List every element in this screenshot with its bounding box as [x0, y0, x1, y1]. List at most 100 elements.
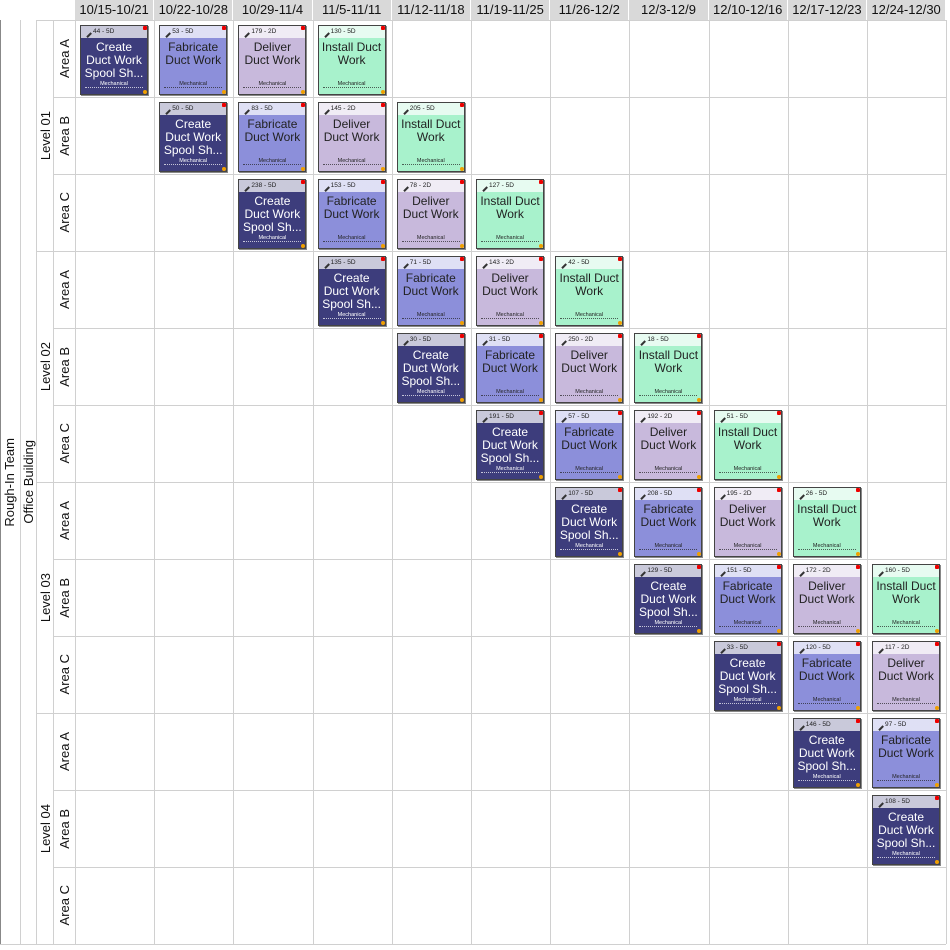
card-trade: Mechanical: [575, 312, 604, 318]
column-header: 11/26-12/2: [550, 0, 630, 20]
card-stripe: [322, 241, 381, 244]
progress-dot: [776, 706, 781, 710]
card-stripe: [481, 395, 539, 398]
progress-dot: [776, 475, 781, 479]
task-card[interactable]: 191 - 5D Create Duct Work Spool Sh... Mech…: [476, 410, 544, 480]
task-card[interactable]: 42 - 5D Install Duct Work Mechanical: [555, 256, 624, 326]
status-dot: [380, 26, 385, 30]
card-title: Deliver Duct Work: [798, 579, 855, 606]
progress-dot: [618, 552, 623, 556]
card-stripe: [639, 395, 698, 398]
card-header: 127 - 5D: [477, 180, 543, 192]
card-trade: Mechanical: [337, 81, 366, 87]
card-title: Install Duct Work: [638, 348, 699, 375]
task-card[interactable]: 151 - 5D Fabricate Duct Work Mechanical: [713, 564, 782, 634]
task-card[interactable]: 135 - 5D Create Duct Work Spool Sh... Mech…: [317, 256, 386, 326]
card-stripe: [322, 318, 381, 321]
card-title: Install Duct Work: [321, 40, 382, 67]
progress-dot: [380, 244, 385, 248]
card-header: 33 - 5D: [715, 642, 781, 654]
card-header: 153 - 5D: [319, 180, 385, 192]
task-card[interactable]: 97 - 5D Fabricate Duct Work Mechanical: [872, 718, 940, 788]
task-card[interactable]: 250 - 2D Deliver Duct Work Mechanical: [555, 333, 624, 403]
status-dot: [935, 565, 939, 569]
card-title: Install Duct Work: [559, 271, 619, 298]
task-card[interactable]: 130 - 5D Install Duct Work Mechanical: [317, 25, 386, 95]
card-stripe: [877, 626, 935, 629]
task-card[interactable]: 145 - 2D Deliver Duct Work Mechanical: [317, 102, 386, 172]
left-border: [53, 20, 54, 944]
card-trade: Mechanical: [733, 697, 762, 703]
card-trade: Mechanical: [654, 466, 683, 472]
status-dot: [697, 334, 702, 338]
task-card[interactable]: 143 - 2D Deliver Duct Work Mechanical: [476, 256, 544, 326]
task-card[interactable]: 108 - 5D Create Duct Work Spool Sh... Mech…: [872, 795, 940, 865]
card-trade: Mechanical: [733, 620, 762, 626]
status-dot: [855, 642, 860, 646]
task-card[interactable]: 57 - 5D Fabricate Duct Work Mechanical: [555, 410, 624, 480]
progress-dot: [143, 90, 147, 94]
area-label-text: Area C: [57, 192, 72, 233]
card-header: 44 - 5D: [81, 26, 147, 38]
task-card[interactable]: 160 - 5D Install Duct Work Mechanical: [872, 564, 940, 634]
task-card[interactable]: 117 - 2D Deliver Duct Work Mechanical: [872, 641, 940, 711]
task-card[interactable]: 44 - 5D Create Duct Work Spool Sh... Mecha…: [80, 25, 148, 95]
card-header: 192 - 2D: [635, 411, 702, 423]
task-card[interactable]: 172 - 2D Deliver Duct Work Mechanical: [792, 564, 861, 634]
task-card[interactable]: 205 - 5D Install Duct Work Mechanical: [396, 102, 465, 172]
task-card[interactable]: 71 - 5D Fabricate Duct Work Mechanical: [396, 256, 465, 326]
task-card[interactable]: 51 - 5D Install Duct Work Mechanical: [713, 410, 782, 480]
task-card[interactable]: 195 - 2D Deliver Duct Work Mechanical: [713, 487, 782, 557]
card-title: Fabricate Duct Work: [640, 502, 697, 529]
card-title: Create Duct Work Spool Sh...: [559, 502, 619, 542]
area-label-text: Area B: [57, 115, 72, 156]
card-header: 250 - 2D: [556, 334, 623, 346]
column-header: 10/15-10/21: [75, 0, 155, 20]
card-stripe: [164, 164, 223, 167]
card-title: Deliver Duct Work: [482, 271, 538, 298]
task-card[interactable]: 31 - 5D Fabricate Duct Work Mechanical: [476, 333, 544, 403]
area-label: Area C: [54, 174, 75, 251]
task-card[interactable]: 30 - 5D Create Duct Work Spool Sh... Mecha…: [396, 333, 465, 403]
card-header: 146 - 5D: [794, 719, 860, 731]
task-card[interactable]: 26 - 5D Install Duct Work Mechanical: [792, 487, 861, 557]
card-trade: Mechanical: [496, 235, 524, 241]
card-header: 172 - 2D: [794, 565, 860, 577]
grid-hline: [53, 174, 947, 175]
area-label: Area B: [54, 328, 75, 405]
status-dot: [459, 103, 464, 107]
task-card[interactable]: 50 - 5D Create Duct Work Spool Sh... Mecha…: [159, 102, 228, 172]
task-card[interactable]: 107 - 5D Create Duct Work Spool Sh... Mech…: [555, 487, 624, 557]
card-trade: Mechanical: [179, 81, 208, 87]
card-stripe: [877, 703, 935, 706]
task-card[interactable]: 179 - 2D Deliver Duct Work Mechanical: [238, 25, 307, 95]
card-header: 205 - 5D: [398, 103, 464, 115]
task-card[interactable]: 33 - 5D Create Duct Work Spool Sh... Mecha…: [713, 641, 782, 711]
task-card[interactable]: 208 - 5D Fabricate Duct Work Mechanical: [634, 487, 703, 557]
task-card[interactable]: 153 - 5D Fabricate Duct Work Mechanical: [317, 179, 386, 249]
card-title: Create Duct Work Spool Sh...: [163, 117, 223, 157]
card-trade: Mechanical: [258, 158, 287, 164]
grid-hline: [53, 20, 947, 21]
progress-dot: [459, 321, 464, 325]
task-card[interactable]: 53 - 5D Fabricate Duct Work Mechanical: [159, 25, 228, 95]
card-header: 151 - 5D: [715, 565, 781, 577]
task-card[interactable]: 127 - 5D Install Duct Work Mechanical: [476, 179, 544, 249]
task-card[interactable]: 146 - 5D Create Duct Work Spool Sh... Mech…: [792, 718, 861, 788]
task-card[interactable]: 83 - 5D Fabricate Duct Work Mechanical: [238, 102, 307, 172]
task-card[interactable]: 238 - 5D Create Duct Work Spool Sh... Mech…: [238, 179, 307, 249]
grid-hline: [0, 944, 947, 945]
level-divider: [36, 713, 53, 714]
card-trade: Mechanical: [416, 312, 445, 318]
task-card[interactable]: 129 - 5D Create Duct Work Spool Sh... Mech…: [634, 564, 703, 634]
card-header: 129 - 5D: [635, 565, 702, 577]
task-card[interactable]: 192 - 2D Deliver Duct Work Mechanical: [634, 410, 703, 480]
task-card[interactable]: 18 - 5D Install Duct Work Mechanical: [634, 333, 703, 403]
card-stripe: [322, 87, 381, 90]
card-trade: Mechanical: [892, 620, 920, 626]
card-trade: Mechanical: [575, 389, 604, 395]
card-trade: Mechanical: [496, 312, 524, 318]
task-card[interactable]: 78 - 2D Deliver Duct Work Mechanical: [396, 179, 465, 249]
task-card[interactable]: 120 - 5D Fabricate Duct Work Mechanical: [792, 641, 861, 711]
card-stripe: [401, 318, 460, 321]
